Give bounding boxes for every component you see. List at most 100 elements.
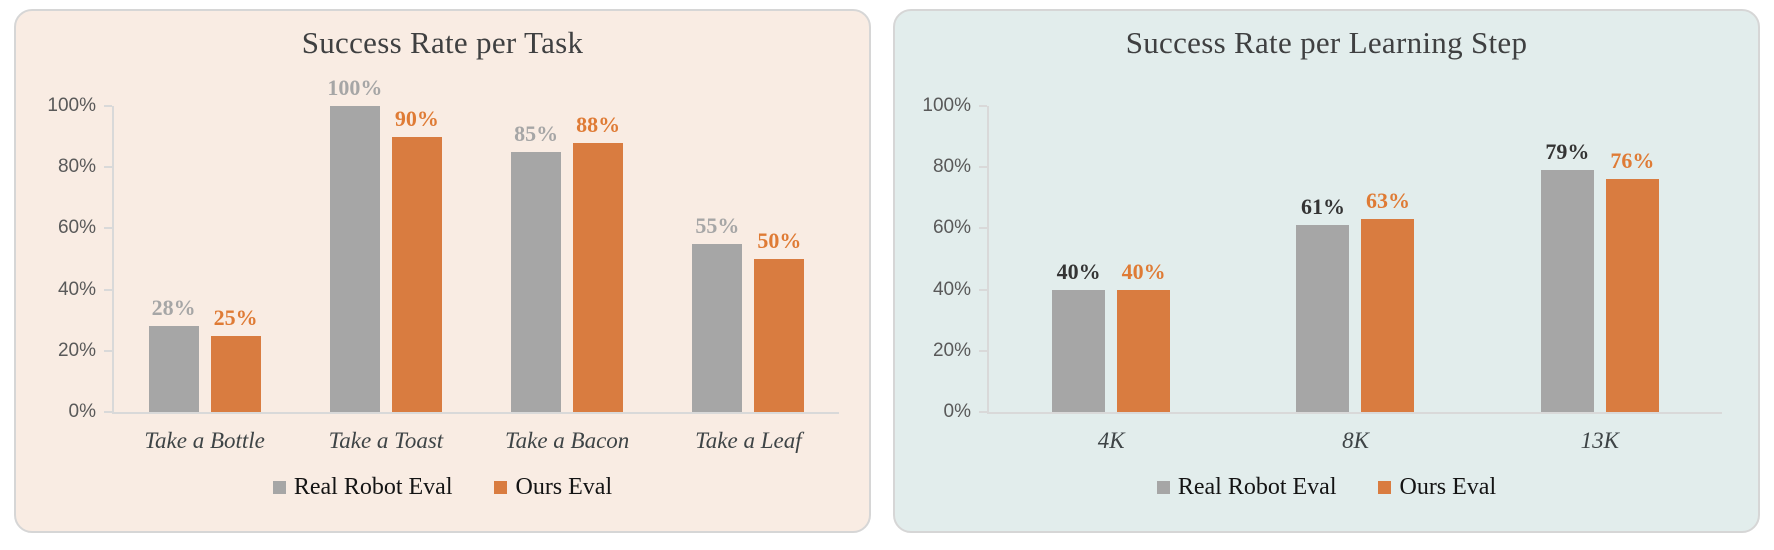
- chart-title: Success Rate per Task: [301, 25, 584, 60]
- bar-ours-eval: 76%: [1605, 148, 1659, 412]
- legend-item-ours-eval: Ours Eval: [494, 474, 612, 501]
- category-slot: 40% 40%: [989, 106, 1233, 412]
- bar-value-label: 63%: [1365, 188, 1410, 214]
- category-slot: 85% 88%: [477, 106, 658, 412]
- bar-value-label: 85%: [514, 120, 559, 146]
- y-axis-tick: 0%: [69, 401, 112, 423]
- y-axis-tick-mark: [979, 166, 987, 169]
- bar-value-label: 79%: [1545, 139, 1590, 165]
- y-axis-tick: 40%: [933, 279, 987, 301]
- y-axis-tick-mark: [104, 105, 112, 107]
- chart-panel-success-rate-per-learning-step: Success Rate per Learning Step 100% 80% 60…: [893, 9, 1760, 533]
- category-label: Take a Bacon: [504, 428, 630, 453]
- y-axis-tick-label: 100%: [922, 95, 971, 116]
- y-axis-tick: 20%: [933, 340, 987, 362]
- bar-value-label: 100%: [327, 75, 383, 100]
- y-axis-tick-mark: [104, 227, 112, 230]
- y-axis-tick: 20%: [58, 340, 112, 362]
- y-axis-tick-mark: [979, 411, 987, 413]
- y-axis-tick-mark: [979, 288, 987, 291]
- bar-ours-eval: 63%: [1361, 188, 1415, 412]
- y-axis-tick-label: 60%: [57, 217, 96, 239]
- bar-ours-eval: 50%: [754, 228, 805, 412]
- bar-value-label: 50%: [757, 228, 802, 253]
- category-label: Take a Bottle: [144, 428, 265, 453]
- y-axis-tick: 80%: [58, 156, 112, 178]
- chart-title: Success Rate per Learning Step: [1125, 25, 1528, 60]
- bar-value-label: 55%: [695, 212, 740, 238]
- plot-area: 28% 25% 100% 90% 85% 88% 55% 50%: [112, 75, 839, 414]
- y-axis: 100% 80% 60% 40% 20% 0%: [16, 95, 112, 422]
- y-axis-tick: 40%: [58, 279, 112, 301]
- bar-real-robot-eval: 100%: [327, 75, 382, 412]
- legend-label: Ours Eval: [1399, 474, 1497, 500]
- bar-value-label: 40%: [1121, 258, 1166, 284]
- y-axis-tick: 80%: [933, 156, 987, 178]
- bar-real-robot-eval: 61%: [1296, 194, 1350, 412]
- y-axis-tick-label: 100%: [47, 95, 96, 116]
- y-axis-tick-label: 20%: [932, 339, 971, 361]
- y-axis-tick: 100%: [47, 95, 112, 117]
- bar-real-robot-eval: 85%: [511, 121, 562, 412]
- y-axis-tick-label: 80%: [932, 156, 971, 178]
- bar-ours-eval: 25%: [210, 305, 261, 412]
- y-axis: 100% 80% 60% 40% 20% 0%: [895, 95, 987, 422]
- bar-real-robot-eval: 55%: [692, 213, 743, 412]
- category-label: 13K: [1580, 428, 1619, 453]
- bar-real-robot-eval: 28%: [148, 295, 199, 412]
- bar-value-label: 88%: [576, 111, 621, 137]
- bar-ours-eval: 90%: [391, 106, 442, 412]
- bar-value-label: 40%: [1056, 258, 1101, 284]
- bar-value-label: 90%: [394, 105, 439, 131]
- x-axis-labels: Take a Bottle Take a Toast Take a Bacon Tak…: [114, 428, 839, 454]
- x-axis-labels: 4K 8K 13K: [989, 428, 1722, 454]
- legend-swatch: [1156, 481, 1170, 494]
- category-label: 8K: [1342, 428, 1369, 453]
- y-axis-tick-mark: [104, 288, 112, 291]
- legend-swatch: [1378, 481, 1392, 494]
- legend-swatch: [494, 481, 508, 494]
- bar-real-robot-eval: 79%: [1540, 139, 1594, 412]
- y-axis-tick-label: 40%: [57, 278, 96, 300]
- category-slot: 79% 76%: [1478, 106, 1722, 412]
- chart-panel-success-rate-per-task: Success Rate per Task 100% 80% 60% 40% 20% 0%…: [14, 9, 871, 533]
- y-axis-tick-label: 40%: [932, 278, 971, 300]
- legend-label: Ours Eval: [515, 474, 613, 500]
- bar-ours-eval: 88%: [573, 112, 624, 412]
- bar-ours-eval: 40%: [1117, 259, 1171, 412]
- category-slot: 61% 63%: [1233, 106, 1477, 412]
- y-axis-tick-mark: [104, 411, 112, 413]
- legend-label: Real Robot Eval: [293, 474, 453, 500]
- bar-value-label: 28%: [151, 295, 196, 321]
- y-axis-tick: 60%: [58, 217, 112, 239]
- legend-item-real-robot-eval: Real Robot Eval: [272, 474, 453, 501]
- category-label: 4K: [1097, 428, 1125, 453]
- category-slot: 100% 90%: [295, 75, 476, 412]
- legend-swatch: [272, 481, 286, 494]
- chart-body: 100% 80% 60% 40% 20% 0% 40% 40% 61% 63% 79% 76%: [895, 95, 1758, 422]
- y-axis-tick-label: 0%: [943, 401, 971, 422]
- y-axis-tick-mark: [979, 349, 987, 352]
- y-axis-tick-mark: [979, 105, 987, 107]
- y-axis-tick: 0%: [944, 401, 987, 423]
- category-slot: 55% 50%: [658, 106, 839, 412]
- category-label: Take a Leaf: [695, 428, 802, 453]
- legend-item-ours-eval: Ours Eval: [1378, 474, 1496, 501]
- bar-value-label: 61%: [1300, 194, 1345, 220]
- category-label: Take a Toast: [328, 428, 444, 453]
- y-axis-tick-label: 60%: [932, 217, 971, 239]
- legend-item-real-robot-eval: Real Robot Eval: [1156, 474, 1336, 501]
- bar-value-label: 76%: [1610, 148, 1655, 174]
- y-axis-tick: 100%: [922, 95, 987, 117]
- y-axis-tick-mark: [104, 349, 112, 352]
- legend: Real Robot Eval Ours Eval: [16, 474, 869, 501]
- y-axis-tick: 60%: [933, 217, 987, 239]
- y-axis-tick-label: 20%: [57, 339, 96, 361]
- plot-area: 40% 40% 61% 63% 79% 76%: [987, 106, 1722, 414]
- legend: Real Robot Eval Ours Eval: [895, 474, 1758, 501]
- category-slot: 28% 25%: [114, 106, 295, 412]
- y-axis-tick-mark: [979, 227, 987, 230]
- bar-value-label: 25%: [213, 304, 258, 330]
- y-axis-tick-label: 80%: [57, 156, 96, 178]
